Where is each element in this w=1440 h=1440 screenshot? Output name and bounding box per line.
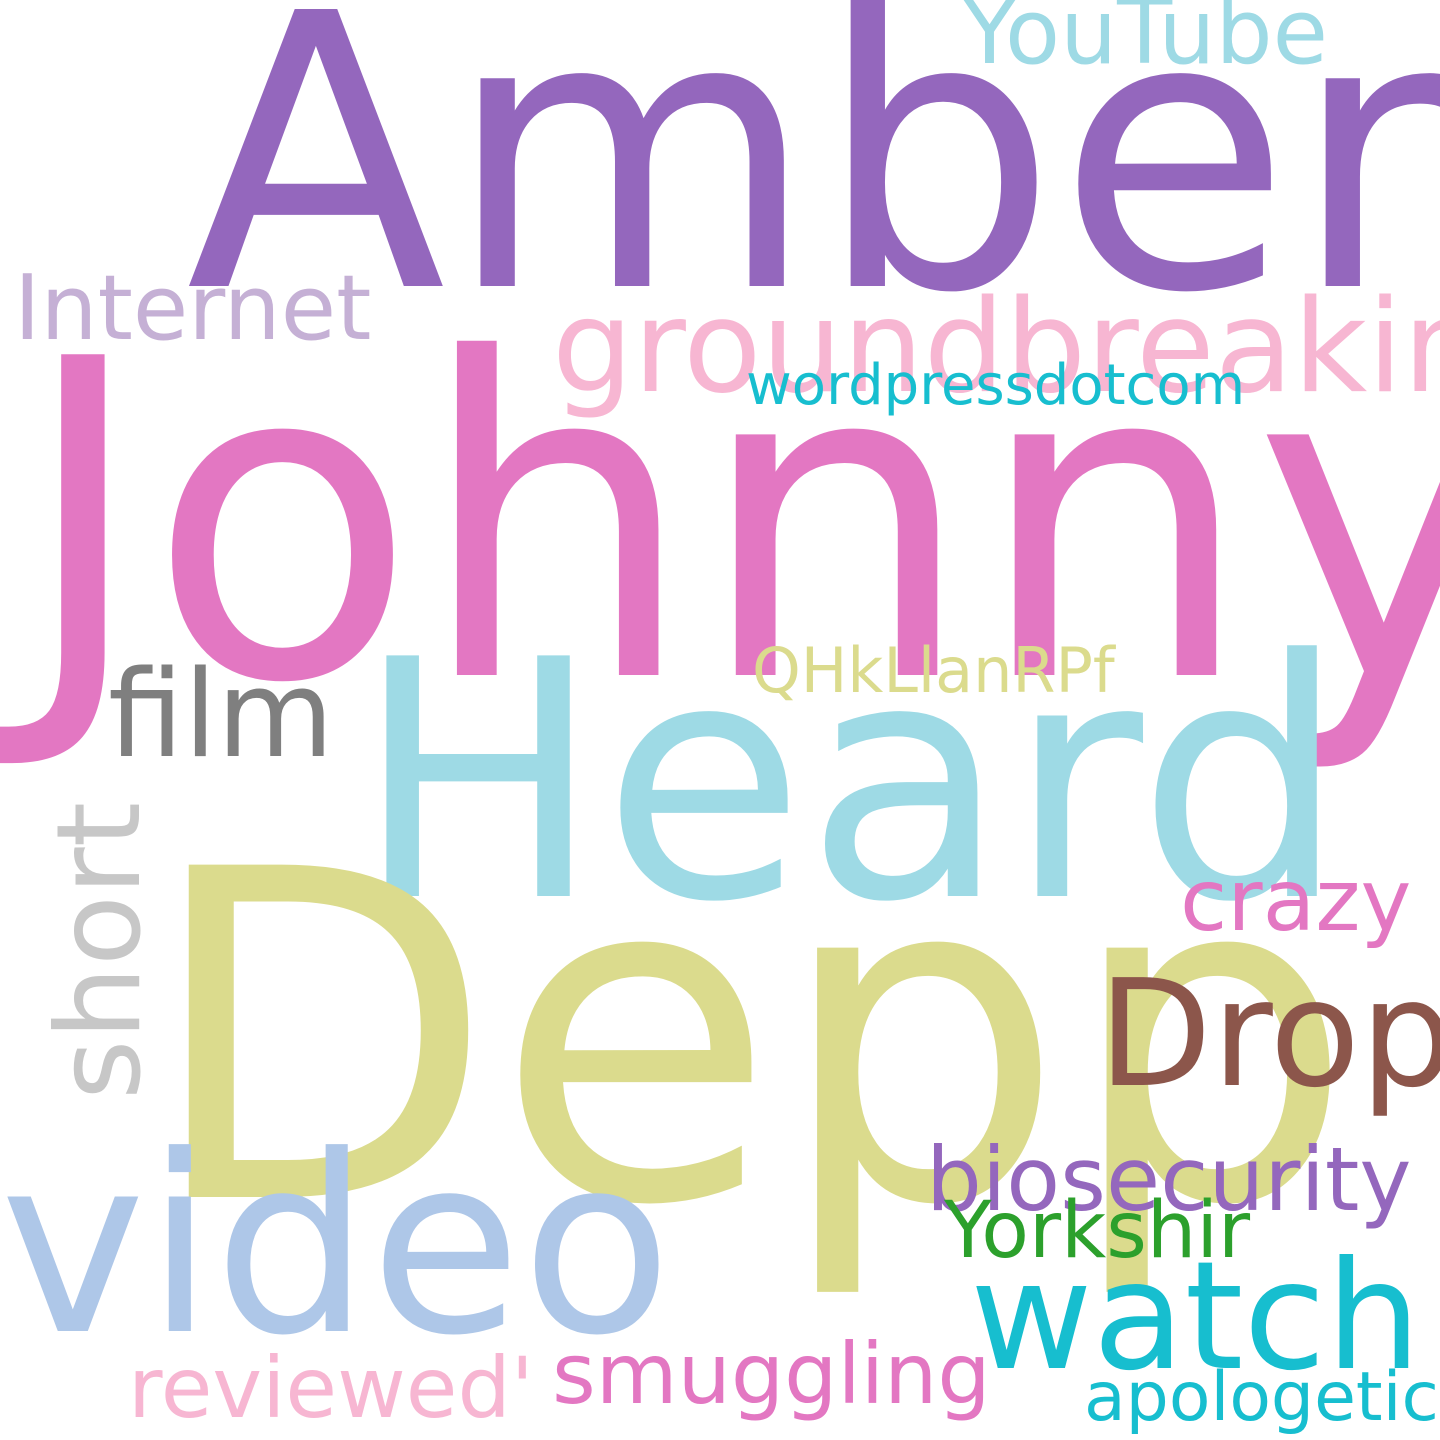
- word-film: film: [108, 646, 334, 785]
- word-depp: Depp: [144, 774, 1355, 1305]
- word-heard: Heard: [354, 590, 1347, 974]
- word-video: video: [0, 1104, 672, 1390]
- word-drop: Drop: [1098, 948, 1440, 1120]
- word-groundbreaking: groundbreaking: [552, 273, 1440, 422]
- word-youtube: YouTube: [962, 0, 1328, 85]
- word-johnny: Johnny: [18, 267, 1440, 779]
- word-smuggling: smuggling: [552, 1325, 991, 1423]
- word-reviewed: reviewed': [128, 1339, 534, 1437]
- word-yorkshir: Yorkshir: [944, 1186, 1251, 1276]
- word-short: short: [32, 801, 167, 1100]
- word-biosecurity: biosecurity: [926, 1128, 1412, 1231]
- word-qhkllanrpf: QHkLlanRPf: [752, 634, 1115, 707]
- word-wordpressdotcom: wordpressdotcom: [746, 353, 1246, 418]
- word-internet: Internet: [14, 256, 372, 361]
- word-crazy: crazy: [1180, 851, 1412, 951]
- word-apologetic: apologetic: [1084, 1358, 1439, 1437]
- word-watch: watch: [970, 1230, 1421, 1404]
- word-amber: Amber: [186, 0, 1440, 376]
